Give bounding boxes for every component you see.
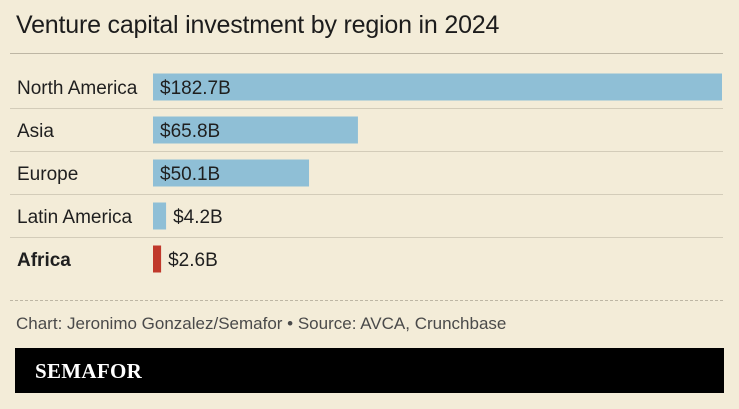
- top-divider: [10, 53, 723, 54]
- bottom-divider: [10, 300, 723, 301]
- value-label: $50.1B: [160, 164, 220, 185]
- bar: [153, 116, 358, 144]
- bar: [153, 245, 162, 273]
- bar: [153, 73, 722, 101]
- value-label: $2.6B: [168, 250, 218, 271]
- bar-chart: North America $182.7B Asia $65.8B Europe $50.…: [10, 73, 723, 273]
- category-label: Asia: [17, 121, 54, 142]
- category-label: Europe: [17, 164, 78, 185]
- semafor-logo: SEMAFOR: [35, 359, 143, 383]
- category-label: Latin America: [17, 207, 133, 228]
- value-label: $65.8B: [160, 121, 220, 142]
- value-label: $182.7B: [160, 78, 231, 99]
- source-credit: Chart: Jeronimo Gonzalez/Semafor • Sourc…: [16, 314, 507, 333]
- brand-footer: SEMAFOR: [15, 348, 724, 393]
- category-label: North America: [17, 78, 138, 99]
- value-label: $4.2B: [173, 207, 223, 228]
- chart-title: Venture capital investment by region in …: [16, 11, 500, 39]
- category-label: Africa: [17, 250, 71, 271]
- bar: [153, 159, 310, 187]
- bar: [153, 202, 167, 230]
